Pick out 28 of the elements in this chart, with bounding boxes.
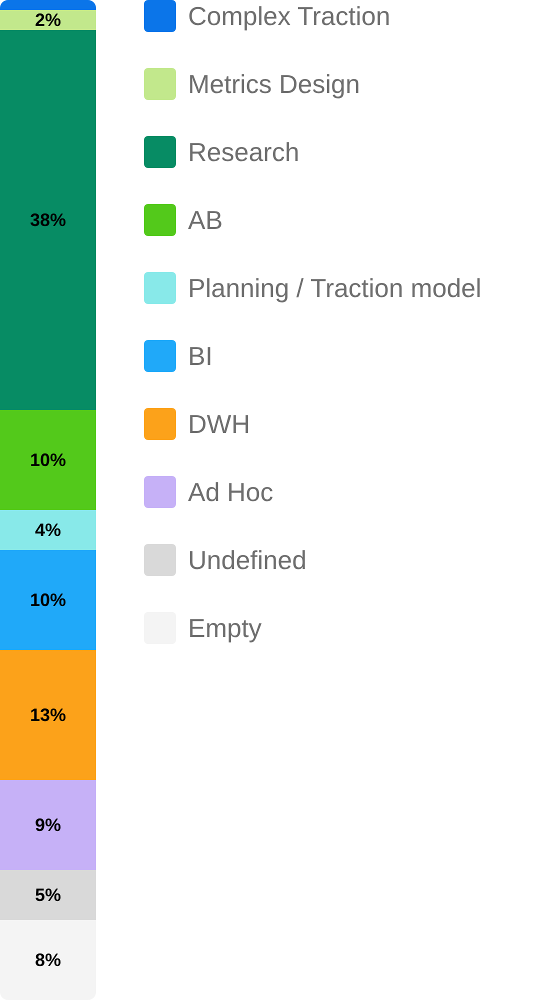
data-label: 8% xyxy=(34,950,62,970)
legend-label: BI xyxy=(188,341,213,371)
bar xyxy=(0,10,96,30)
legend-label: Metrics Design xyxy=(188,69,360,99)
data-label: 5% xyxy=(34,885,62,905)
data-label: 38% xyxy=(30,210,66,230)
data-label: 13% xyxy=(30,705,66,725)
legend-label: DWH xyxy=(188,409,250,439)
legend-label: Complex Traction xyxy=(188,1,390,31)
bar xyxy=(0,870,96,920)
bar xyxy=(0,650,96,780)
data-label: 9% xyxy=(34,815,62,835)
legend-label: AB xyxy=(188,205,223,235)
bar xyxy=(0,0,96,10)
bar xyxy=(0,510,96,550)
data-label: 10% xyxy=(30,450,66,470)
bar xyxy=(0,780,96,870)
legend-label: Research xyxy=(188,137,300,167)
bar xyxy=(0,550,96,650)
bar xyxy=(0,410,96,510)
data-label: 10% xyxy=(30,590,66,610)
legend-label: Planning / Traction model xyxy=(188,273,482,303)
legend-label: Empty xyxy=(188,613,262,643)
data-label: 2% xyxy=(34,10,62,30)
bar xyxy=(0,30,96,410)
legend-label: Undefined xyxy=(188,545,307,575)
legend-label: Ad Hoc xyxy=(188,477,274,507)
data-label: 4% xyxy=(34,520,62,540)
